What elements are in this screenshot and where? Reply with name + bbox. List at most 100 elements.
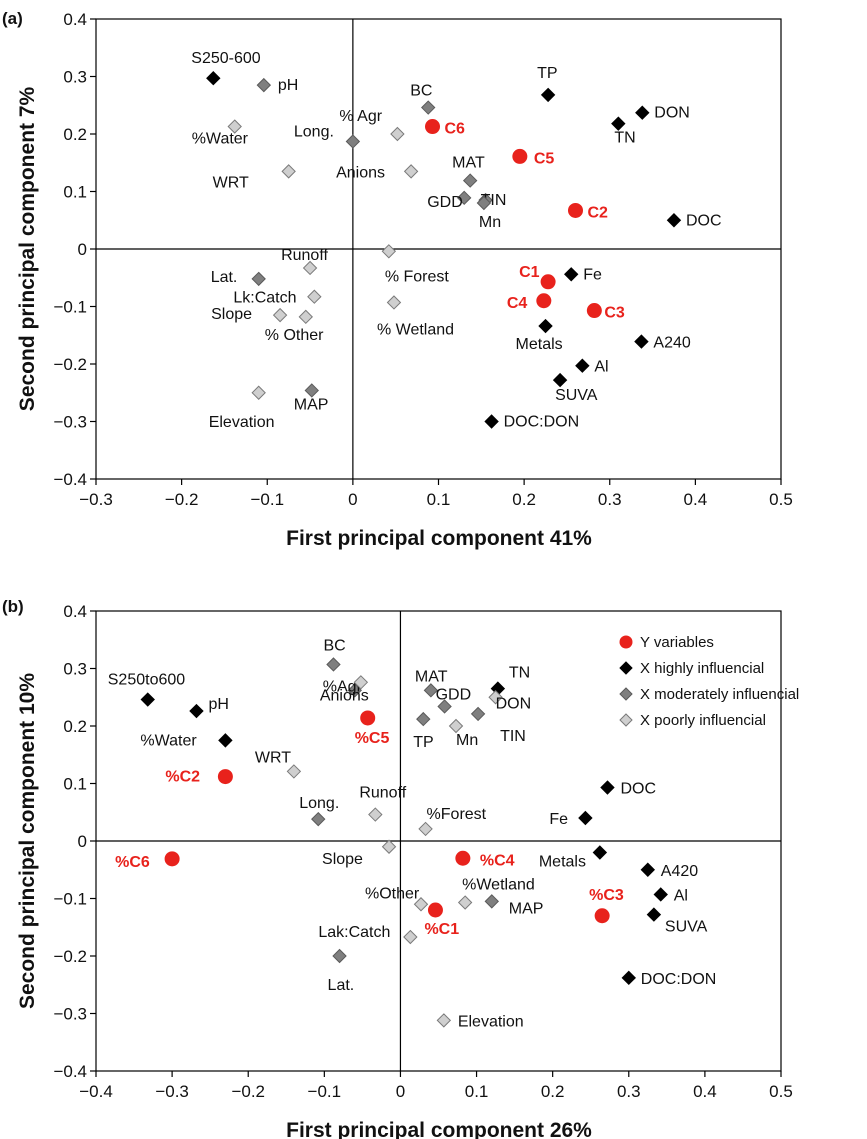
panel-b-x-variable-point <box>347 683 362 698</box>
panel-a-x-tick-label: −0.1 <box>250 490 284 509</box>
panel-b-y-tick-label: −0.3 <box>53 1005 87 1024</box>
legend-entry-label: Y variables <box>640 634 714 651</box>
panel-a-point-label: % Other <box>265 327 324 344</box>
panel-b-point-label: %C5 <box>355 730 390 747</box>
panel-b-point-label: pH <box>208 696 228 713</box>
panel-b-x-variable-point <box>368 807 383 822</box>
panel-a-x-variable-point <box>381 244 397 259</box>
panel-b-point-label: %Agr <box>323 678 363 695</box>
panel-b-point-label: %Forest <box>427 806 487 823</box>
panel-b-y-variable-point <box>360 710 376 726</box>
panel-b-x-variable-point <box>286 764 302 779</box>
panel-a-x-variable-point <box>403 164 419 179</box>
panel-b-x-tick-label: −0.1 <box>308 1082 342 1101</box>
panel-b-x-tick-label: 0.5 <box>769 1082 793 1101</box>
panel-a-point-label: TP <box>537 65 557 82</box>
panel-a-x-variable-point <box>307 289 322 304</box>
panel-b-y-tick-label: 0.3 <box>63 660 87 679</box>
panel-a-x-variable-point <box>484 414 499 429</box>
panel-a-point-label: DOC <box>686 212 722 229</box>
legend-entry-label: X moderately influencial <box>640 686 799 703</box>
panel-b-x-variable-point <box>403 929 418 945</box>
panel-a-x-variable-point <box>386 295 402 310</box>
panel-b-x-variable-point <box>621 970 636 986</box>
panel-b-x-variable-point <box>653 887 668 902</box>
panel-b-x-tick-label: −0.3 <box>155 1082 189 1101</box>
panel-b-x-variable-point <box>381 839 397 854</box>
panel-b-point-label: MAP <box>509 900 544 917</box>
panel-a-x-variable-point <box>302 260 318 276</box>
panel-b-point-label: Fe <box>549 811 568 828</box>
panel-b-point-label: %Water <box>140 732 197 749</box>
panel-a-y-variable-point <box>586 303 602 319</box>
panel-b-point-label: Slope <box>322 851 363 868</box>
panel-a-point-label: C2 <box>588 204 609 221</box>
panel-a-y-variable-point <box>536 293 552 309</box>
panel-b-x-variable-point <box>218 733 233 748</box>
panel-a-x-variable-point <box>540 87 556 103</box>
panel-b-point-label: GDD <box>436 686 472 703</box>
panel-a-point-label: MAT <box>452 155 485 172</box>
panel-b-point-label: MAT <box>415 668 448 685</box>
panel-a-x-variable-point <box>281 164 296 179</box>
panel-a-point-label: Metals <box>516 336 563 353</box>
panel-b-y-tick-label: 0.4 <box>63 602 87 621</box>
panel-b-x-variable-point <box>470 706 486 722</box>
panel-b-point-label: S250to600 <box>108 672 186 689</box>
panel-b-x-variable-point <box>436 1013 452 1028</box>
panel-b-point-label: TIN <box>500 728 526 745</box>
panel-b-point-label: DOC <box>620 781 656 798</box>
panel-a-point-label: Long. <box>294 123 334 140</box>
panel-a-point-label: pH <box>278 77 298 94</box>
panel-b-point-label: TP <box>413 734 433 751</box>
panel-a-x-variable-point <box>227 119 242 134</box>
panel-b-x-variable-point <box>600 780 615 795</box>
panel-a-x-tick-label: 0.5 <box>769 490 793 509</box>
panel-a-point-label: S250-600 <box>191 50 260 67</box>
panel-b-y-variable-point <box>217 769 233 785</box>
panel-a-point-label: % Agr <box>339 108 382 125</box>
panel-a-point-label: Lk:Catch <box>233 290 296 307</box>
panel-a-point-label: % Forest <box>385 268 450 285</box>
panel-b-x-variable-point <box>353 675 369 690</box>
panel-a-y-tick-label: 0 <box>78 240 87 259</box>
panel-b-y-variable-point <box>164 851 180 867</box>
legend-entry-label: X highly influencial <box>640 660 764 677</box>
legend-marker-x-variables <box>619 687 633 701</box>
panel-a-point-label: C1 <box>519 264 540 281</box>
panel-a-x-variable-point <box>251 271 266 287</box>
legend-marker-x-variables <box>619 713 633 727</box>
panel-b-y-variable-point <box>427 902 443 918</box>
panel-b-point-label: %C1 <box>424 921 459 938</box>
panel-a-x-variable-point <box>538 318 553 334</box>
panel-a-point-label: MAP <box>294 396 329 413</box>
panel-b-y-tick-label: 0.2 <box>63 717 87 736</box>
panel-b-x-tick-label: 0.3 <box>617 1082 641 1101</box>
panel-b-x-tick-label: 0.1 <box>465 1082 489 1101</box>
panel-b-point-label: Elevation <box>458 1013 524 1030</box>
panel-b-point-label: Mn <box>456 732 478 749</box>
panel-a-x-variable-point <box>635 105 650 120</box>
panel-a-point-label: C5 <box>534 150 555 167</box>
panel-b-y-tick-label: −0.1 <box>53 890 87 909</box>
panel-b-x-variable-point <box>484 894 499 909</box>
panel-b-y-axis-title: Second principal component 10% <box>16 673 39 1009</box>
panel-a-point-label: % Wetland <box>377 321 454 338</box>
panel-b-x-variable-point <box>311 811 326 827</box>
panel-b-x-variable-point <box>326 657 341 672</box>
panel-b-x-variable-point <box>437 699 452 714</box>
legend-marker-x-variables <box>619 661 633 675</box>
panel-a-x-variable-point <box>345 134 361 149</box>
panel-a-x-variable-point <box>476 195 492 211</box>
panel-a-point-label: Anions <box>336 164 385 181</box>
panel-a-y-tick-label: 0.4 <box>63 10 87 29</box>
panel-a-x-variable-point <box>611 116 626 131</box>
panel-a-x-tick-label: 0.3 <box>598 490 622 509</box>
panel-b-point-label: %C3 <box>589 887 624 904</box>
panel-a-point-label: Slope <box>211 306 252 323</box>
panel-a-y-variable-point <box>425 119 441 135</box>
panel-b-x-variable-point <box>423 683 439 698</box>
panel-a-point-label: Elevation <box>209 414 275 431</box>
panel-b-panel-label: (b) <box>2 597 24 616</box>
